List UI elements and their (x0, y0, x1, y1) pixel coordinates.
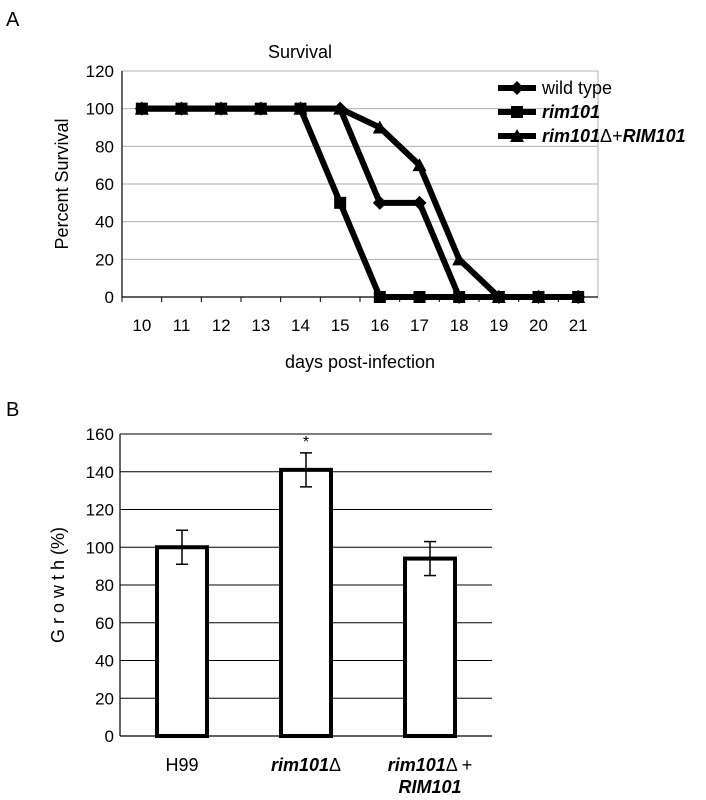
x-tick-label: 18 (450, 316, 469, 335)
data-point (214, 101, 229, 115)
x-tick-label: 21 (569, 316, 588, 335)
x-tick-label: 14 (291, 316, 310, 335)
x-tick-label: 10 (132, 316, 151, 335)
data-point (412, 195, 427, 210)
data-point (413, 291, 426, 303)
x-tick-label: 15 (331, 316, 350, 335)
significance-asterisk: * (303, 434, 309, 451)
legend: wild type rim101 rim101Δ+RIM101 (498, 78, 686, 146)
data-point (531, 290, 546, 303)
x-tick-label: 16 (370, 316, 389, 335)
data-point (174, 101, 189, 115)
y-tick-label: 60 (95, 175, 114, 194)
y-axis-label: Percent Survival (52, 118, 72, 249)
legend-label: rim101Δ+RIM101 (542, 126, 686, 146)
bar (279, 467, 333, 738)
x-tick-label: 17 (410, 316, 429, 335)
data-point (372, 120, 387, 134)
panel-a-label: A (6, 9, 20, 31)
y-tick-label: 40 (95, 213, 114, 232)
data-point (571, 290, 586, 303)
data-point (134, 101, 149, 115)
x-axis-label: days post-infection (285, 352, 435, 372)
data-point (452, 252, 467, 266)
y-tick-label: 80 (95, 576, 114, 595)
x-tick-label: 19 (489, 316, 508, 335)
x-category-label: RIM101 (398, 777, 461, 797)
x-category-label: rim101Δ + (388, 755, 473, 775)
data-point (333, 101, 348, 115)
data-point (491, 290, 506, 303)
y-tick-label: 100 (86, 100, 114, 119)
data-point (293, 101, 308, 115)
chart-title: Survival (268, 42, 332, 62)
legend-marker (510, 81, 524, 95)
data-point (334, 196, 347, 209)
y-axis-label: G r o w t h (%) (48, 527, 68, 643)
y-tick-label: 20 (95, 689, 114, 708)
y-tick-label: 40 (95, 652, 114, 671)
data-point (253, 101, 268, 115)
x-tick-label: 20 (529, 316, 548, 335)
data-point (412, 158, 427, 172)
panel-b-growth-chart: B 0 20 40 60 80 100 120 140 160 G r o w t h (%) H99… (6, 399, 492, 797)
y-tick-label: 120 (86, 62, 114, 81)
panel-b-label: B (6, 399, 19, 421)
y-tick-label: 120 (86, 501, 114, 520)
legend-label: rim101 (542, 102, 600, 122)
series-line (141, 105, 579, 300)
y-tick-label: 80 (95, 137, 114, 156)
data-point (372, 195, 387, 210)
data-point (373, 291, 386, 303)
data-point (453, 291, 466, 303)
x-category-label: H99 (165, 755, 198, 775)
panel-a-survival-chart: A Survival 0 20 40 60 80 100 120 10 11 12 13 14 15 16 17… (6, 9, 686, 372)
legend-label: wild type (541, 78, 612, 98)
x-tick-label: 11 (173, 316, 191, 335)
legend-marker (510, 129, 524, 142)
legend-marker (511, 106, 523, 118)
y-tick-label: 160 (86, 425, 114, 444)
x-category-label: rim101Δ (271, 755, 341, 775)
x-tick-label: 13 (251, 316, 270, 335)
series-triangle (134, 101, 586, 303)
y-tick-label: 60 (95, 614, 114, 633)
y-tick-label: 0 (105, 288, 114, 307)
y-tick-label: 0 (105, 727, 114, 746)
bar (155, 545, 209, 738)
bar (403, 556, 457, 739)
x-tick-label: 12 (212, 316, 231, 335)
y-tick-label: 140 (86, 463, 114, 482)
y-tick-label: 100 (86, 538, 114, 557)
y-tick-label: 20 (95, 250, 114, 269)
